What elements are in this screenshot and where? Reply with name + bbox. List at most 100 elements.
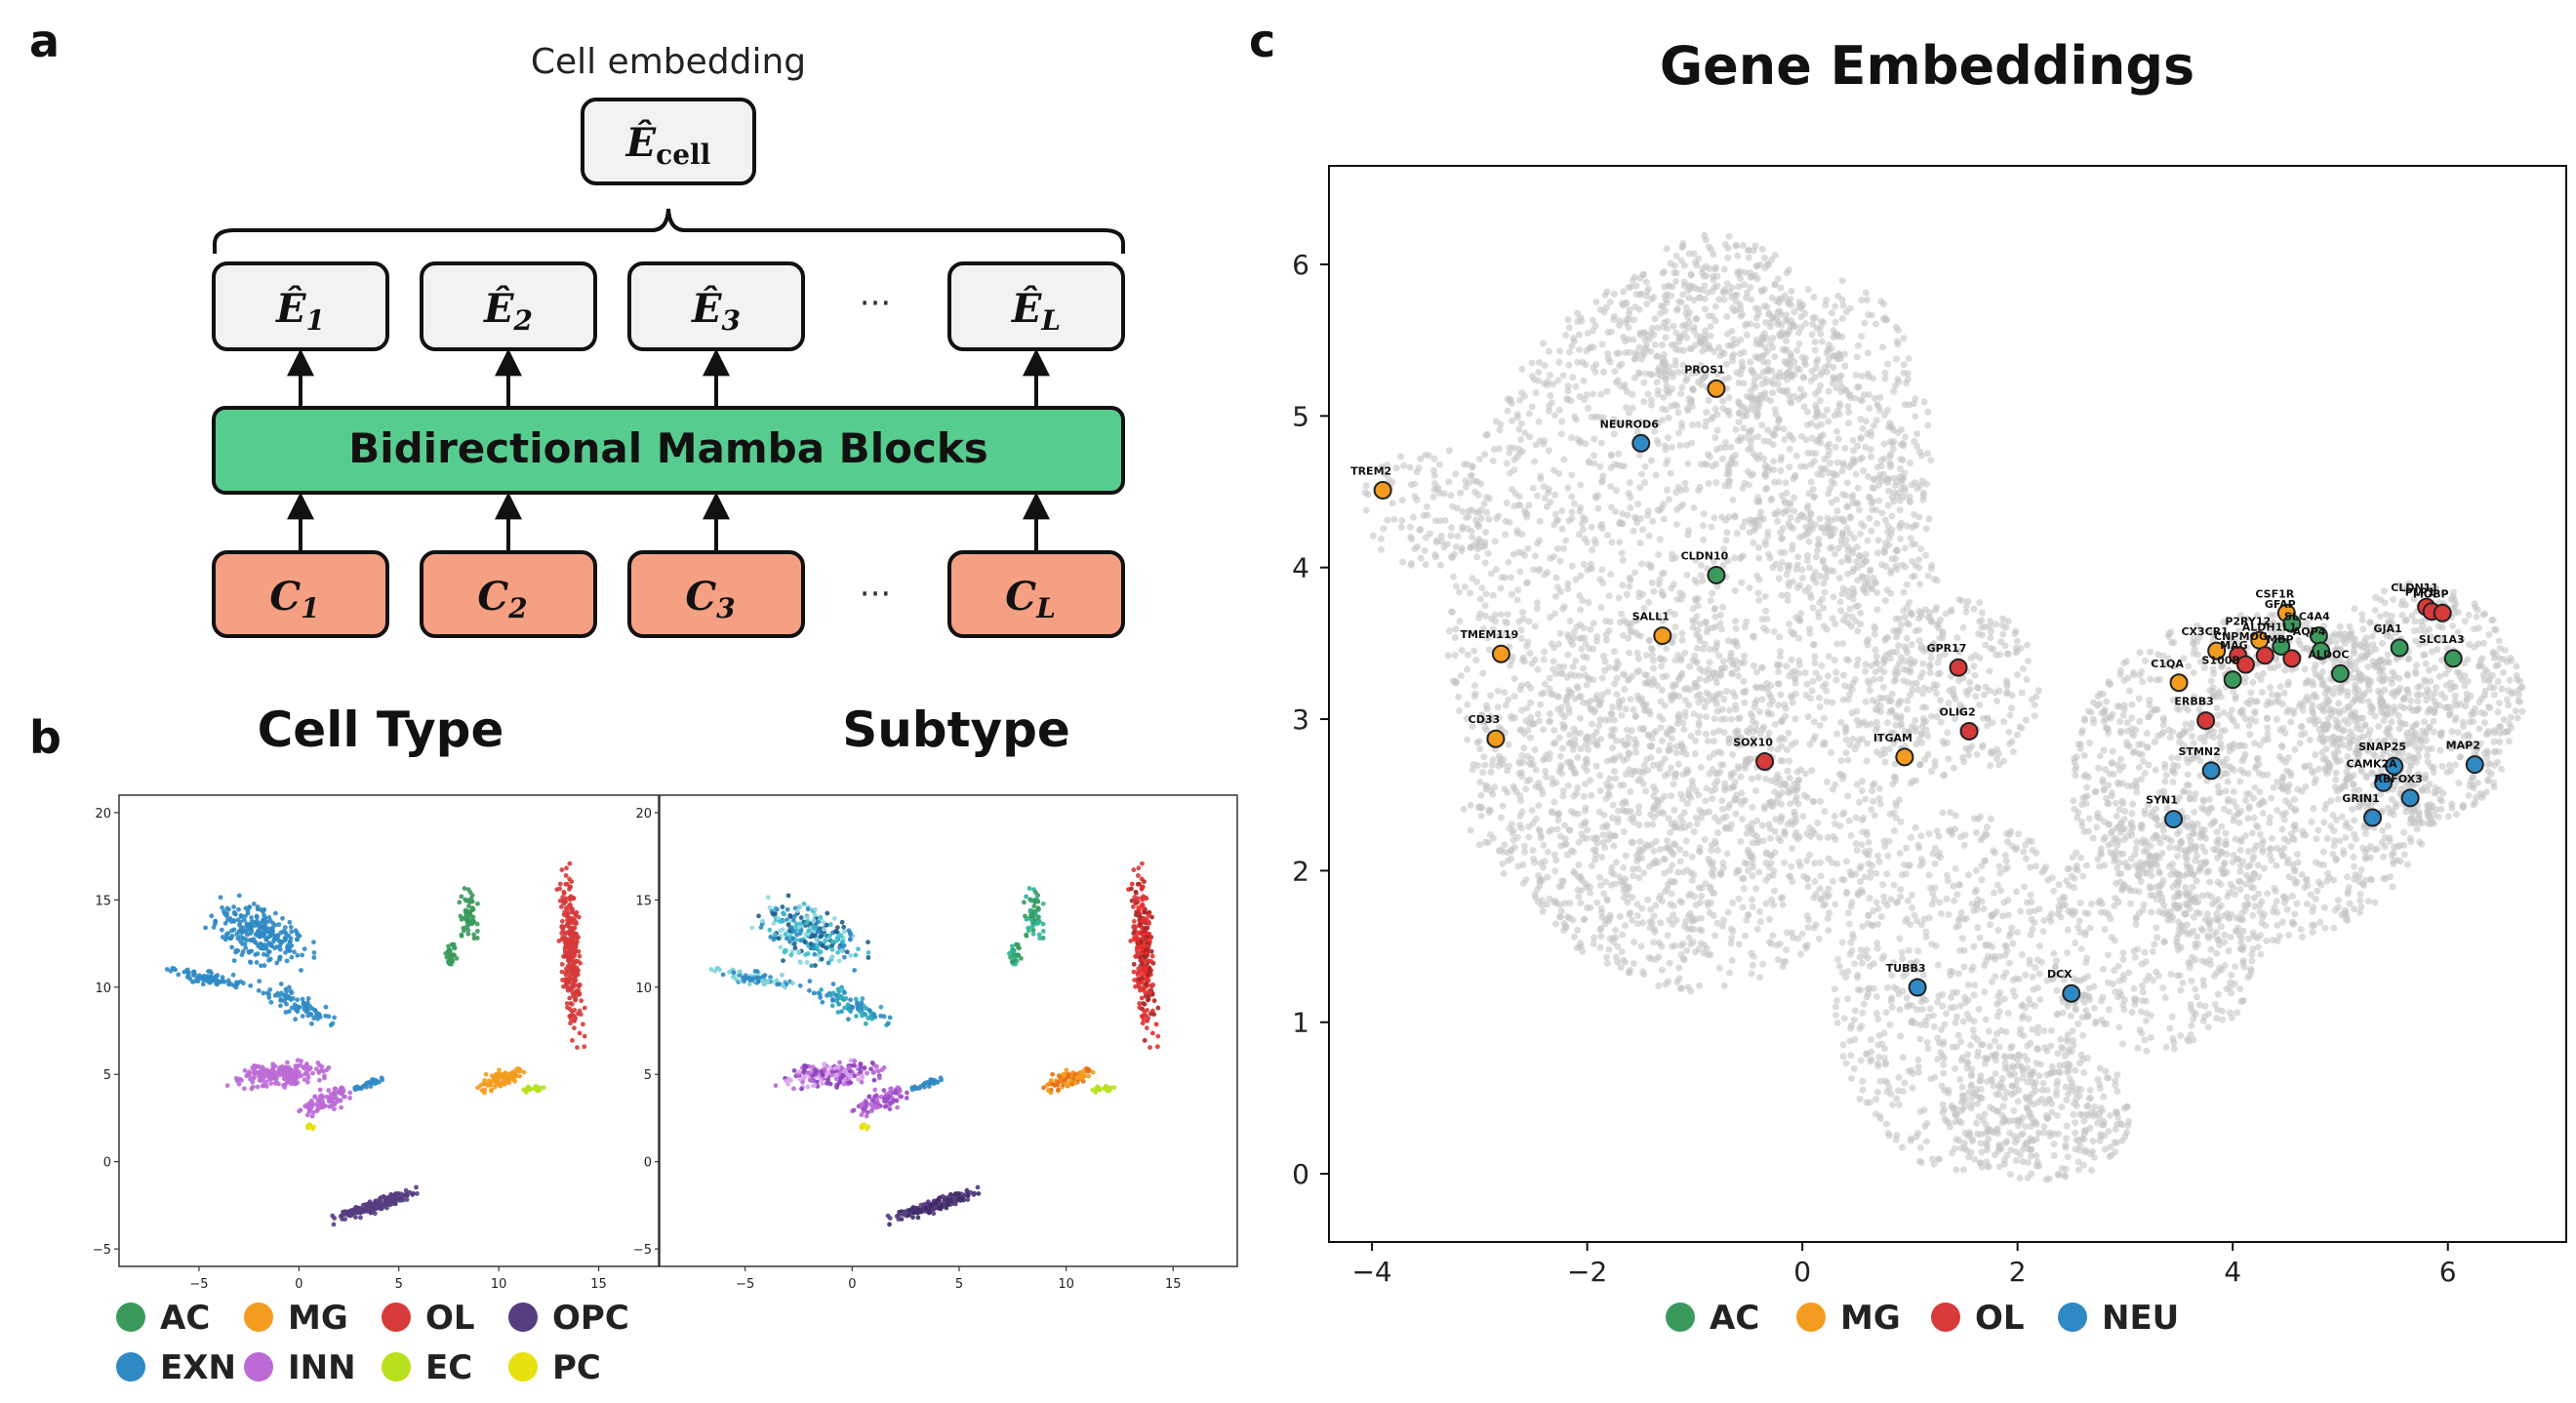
background-gene-point [1725,394,1733,402]
background-gene-point [1627,696,1634,703]
background-gene-point [1649,664,1657,672]
background-gene-point [1552,574,1560,581]
umap-point [831,915,837,921]
background-gene-point [1481,451,1489,459]
umap-point [568,987,574,992]
umap-point [797,1076,803,1082]
umap-point [187,976,193,982]
background-gene-point [1540,340,1548,347]
umap-point [803,932,809,937]
umap-point [1134,938,1140,942]
umap-point [366,1079,372,1085]
umap-point [300,1014,305,1019]
umap-point [1148,1011,1153,1017]
background-gene-point [1535,418,1543,425]
background-gene-point [1916,761,1924,769]
umap-point [328,1103,333,1109]
umap-point [1139,939,1144,944]
umap-point [871,1077,877,1083]
umap-point [1137,977,1143,982]
background-gene-point [1577,606,1585,614]
output-embedding-box: ÊL [947,261,1125,351]
background-gene-point [1656,536,1664,543]
background-gene-point [1897,818,1905,825]
background-gene-point [1578,830,1586,838]
background-gene-point [1733,530,1741,538]
background-gene-point [1775,702,1783,709]
umap-point [818,914,824,920]
umap-point [822,1067,827,1072]
background-gene-point [1629,390,1636,398]
umap-point [804,920,809,926]
background-gene-point [1831,812,1838,820]
background-gene-point [1576,392,1584,400]
umap-point [573,919,579,925]
umap-point [1142,879,1147,884]
umap-point [1078,1075,1084,1081]
background-gene-point [1464,701,1471,708]
umap-point [521,1087,527,1093]
umap-point [837,1060,842,1065]
umap-point [475,901,480,906]
background-gene-point [1536,437,1544,445]
background-gene-point [1591,493,1599,501]
background-gene-point [1545,407,1552,415]
umap-point [875,1104,880,1110]
umap-point [282,935,288,941]
umap-point [323,1013,329,1019]
x-tick-label: 0 [295,1277,302,1292]
background-gene-point [1528,403,1536,411]
background-gene-point [1626,582,1633,590]
umap-point [720,972,726,978]
umap-point [446,943,451,949]
umap-point [260,919,265,924]
background-gene-point [1598,478,1606,486]
umap-point [1074,1075,1079,1081]
umap-point [295,952,301,958]
background-gene-point [1541,648,1549,656]
background-gene-point [1490,446,1498,454]
background-gene-point [1755,554,1763,562]
umap-point [261,925,266,930]
background-gene-point [1461,582,1469,590]
background-gene-point [1740,659,1748,666]
background-gene-point [1770,431,1778,439]
background-gene-point [1595,722,1603,730]
umap-point [1131,931,1137,936]
background-gene-point [1655,551,1663,559]
umap-point [772,932,778,938]
background-gene-point [1518,365,1526,373]
background-gene-point [1817,797,1825,805]
umap-point [881,1096,887,1102]
umap-point [855,1000,860,1006]
background-gene-point [1640,761,1648,769]
background-gene-point [1673,979,1681,986]
background-gene-point [1728,956,1736,964]
legend-swatch [116,1352,145,1382]
background-gene-point [1783,945,1791,953]
background-gene-point [1740,652,1748,660]
umap-point [1135,949,1141,955]
background-gene-point [1752,697,1760,704]
umap-point [847,1064,852,1070]
umap-point [253,932,259,937]
background-gene-point [1456,618,1464,625]
umap-point [569,925,575,931]
background-gene-point [1606,299,1614,306]
umap-point [391,1197,397,1203]
background-gene-point [1738,579,1746,586]
background-gene-point [1937,616,1945,623]
background-gene-point [1868,806,1875,814]
background-gene-point [1566,618,1574,625]
y-tick-label: −5 [93,1243,111,1258]
background-gene-point [1634,501,1642,508]
umap-point [342,1217,348,1222]
umap-point [771,920,777,926]
input-token-symbol: C [477,574,508,620]
umap-point [829,946,835,952]
output-ellipsis: ··· [860,284,891,323]
umap-point [254,920,260,926]
background-gene-point [1630,705,1637,713]
background-gene-point [1607,782,1615,790]
